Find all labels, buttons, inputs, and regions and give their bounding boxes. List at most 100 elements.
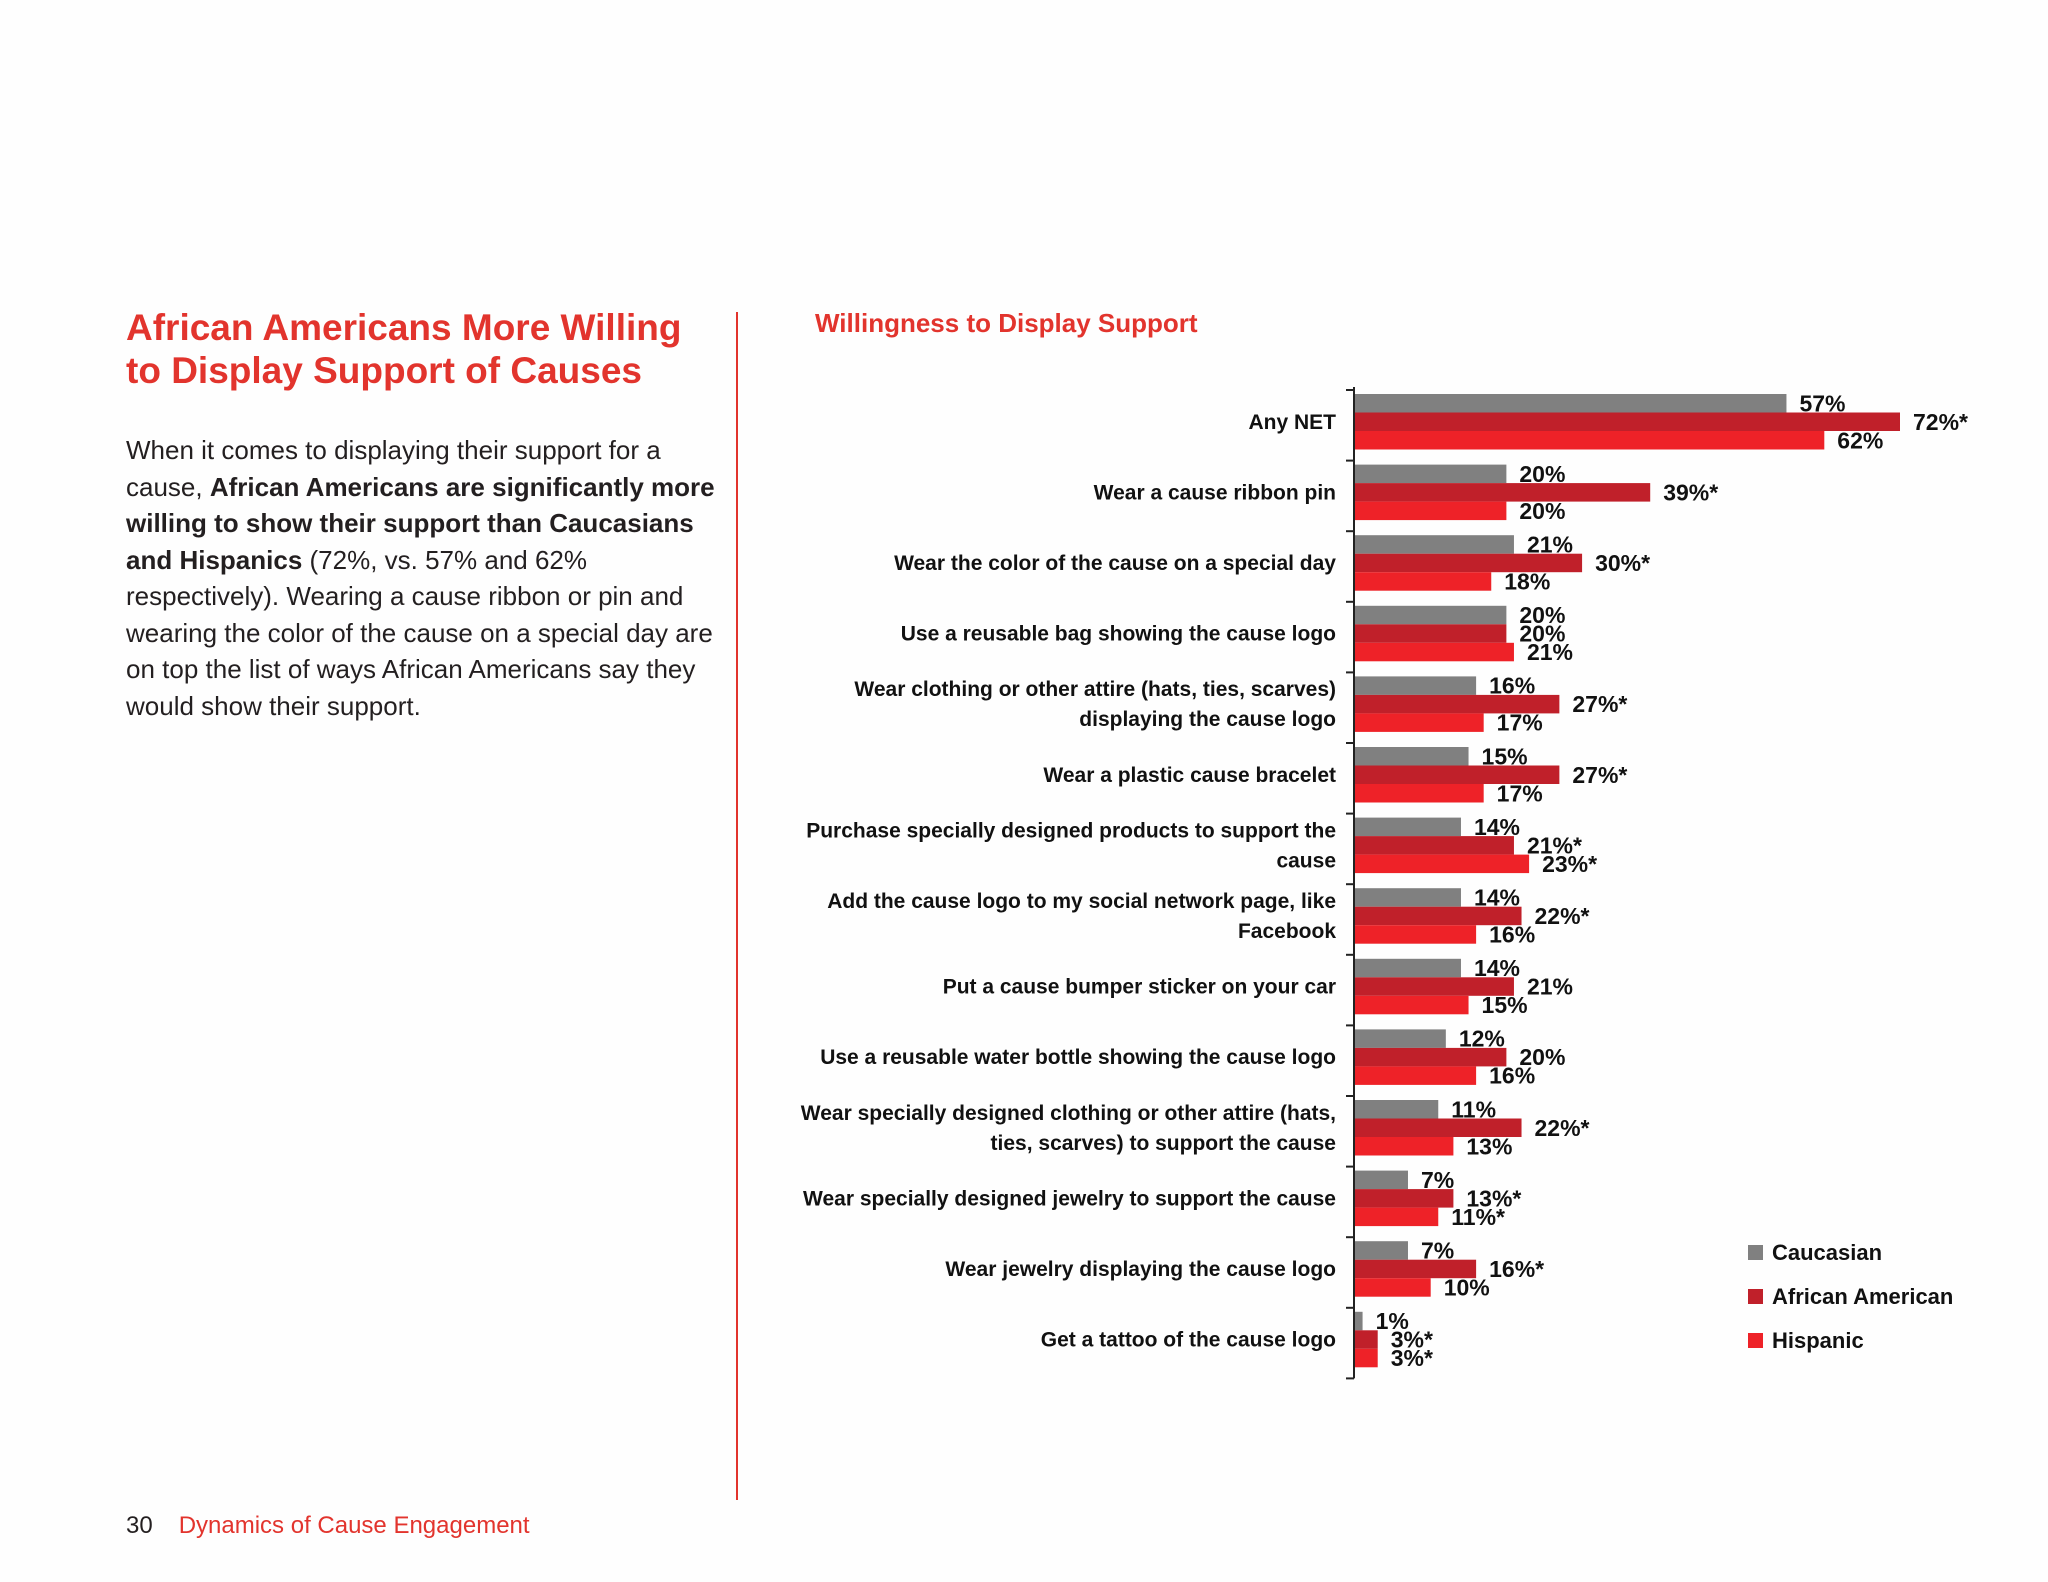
data-label: 12% [1459,1026,1505,1052]
category-label: Wear a plastic cause bracelet [1043,764,1336,787]
bar-african-american [1355,836,1514,855]
data-label: 7% [1421,1167,1454,1193]
data-label: 21% [1527,974,1573,1000]
data-label: 15% [1482,992,1528,1018]
bar-caucasian [1355,605,1507,625]
data-label: 27%* [1572,762,1627,788]
bar-hispanic [1355,1278,1431,1297]
bar-african-american [1355,1259,1477,1279]
data-label: 21%* [1527,832,1582,858]
article-column: African Americans More Willing to Displa… [126,306,716,724]
bar-african-american [1355,1330,1378,1349]
data-label: 22%* [1535,1115,1590,1141]
bar-african-american [1355,1189,1454,1208]
data-label: 18% [1504,568,1550,594]
bar-african-american [1355,624,1507,643]
headline-line-1: African Americans More Willing [126,307,682,348]
data-label: 7% [1421,1237,1454,1263]
bar-african-american [1355,483,1651,502]
bar-hispanic [1355,995,1469,1015]
bar-hispanic [1355,572,1492,591]
data-label: 13%* [1466,1185,1521,1211]
category-label: Wear a cause ribbon pin [1094,481,1336,504]
data-label: 16% [1489,673,1535,699]
chart-title: Willingness to Display Support [815,308,1198,338]
bar-caucasian [1355,958,1461,978]
bar-hispanic [1355,1066,1477,1085]
legend-label: Caucasian [1772,1240,1882,1265]
data-label: 20% [1519,602,1565,628]
bar-hispanic [1355,1137,1454,1156]
bar-caucasian [1355,676,1477,695]
data-label: 14% [1474,814,1520,840]
data-label: 23%* [1542,851,1597,877]
legend-swatch [1748,1245,1763,1260]
body-paragraph: When it comes to displaying their suppor… [126,432,716,724]
category-label: Any NET [1248,411,1336,434]
bar-hispanic [1355,431,1825,450]
bar-hispanic [1355,642,1514,662]
legend-swatch [1748,1289,1763,1304]
category-label: Wear clothing or other attire (hats, tie… [854,678,1336,731]
category-label: Purchase specially designed products to … [806,819,1336,872]
data-label: 16%* [1489,1256,1544,1282]
bar-caucasian [1355,464,1507,484]
bar-african-american [1355,412,1900,431]
category-label: Wear specially designed clothing or othe… [801,1102,1336,1155]
data-label: 3%* [1391,1345,1433,1371]
data-label: 20% [1519,1044,1565,1070]
data-label: 72%* [1913,409,1968,435]
bar-african-american [1355,906,1522,926]
bar-caucasian [1355,888,1461,907]
bar-hispanic [1355,501,1507,521]
bar-caucasian [1355,1241,1408,1260]
body-intro: When it comes to displaying their suppor… [126,435,661,502]
data-label: 10% [1444,1274,1490,1300]
category-label: Wear specially designed jewelry to suppo… [803,1187,1336,1210]
bar-caucasian [1355,817,1461,837]
bar-hispanic [1355,854,1530,874]
data-label: 11% [1451,1096,1496,1122]
data-label: 3%* [1391,1327,1433,1353]
bar-african-american [1355,765,1560,784]
headline: African Americans More Willing to Displa… [126,306,716,392]
category-label: Get a tattoo of the cause logo [1041,1329,1336,1352]
bar-hispanic [1355,713,1484,732]
data-label: 16% [1489,1063,1535,1089]
category-label: Use a reusable bag showing the cause log… [901,623,1336,646]
data-label: 57% [1799,390,1845,416]
bar-african-american [1355,694,1560,714]
data-label: 39%* [1663,479,1718,505]
category-label: Use a reusable water bottle showing the … [820,1046,1336,1069]
data-label: 22%* [1535,903,1590,929]
bar-hispanic [1355,784,1484,803]
data-label: 13% [1466,1133,1512,1159]
data-label: 20% [1519,621,1565,647]
legend-label: African American [1772,1284,1953,1309]
body-rest: (72%, vs. 57% and 62% respectively). Wea… [126,544,713,721]
data-label: 20% [1519,461,1565,487]
body-bold: African Americans are significantly more… [126,471,715,575]
data-label: 14% [1474,884,1520,910]
bar-caucasian [1355,1170,1408,1190]
headline-line-2: to Display Support of Causes [126,350,643,391]
bar-caucasian [1355,747,1469,766]
bar-african-american [1355,1118,1522,1137]
bar-caucasian [1355,535,1514,554]
bar-caucasian [1355,1311,1363,1331]
data-label: 11%* [1451,1204,1505,1230]
data-label: 17% [1497,780,1543,806]
data-label: 17% [1497,710,1543,736]
bar-hispanic [1355,1207,1439,1227]
column-divider [736,312,738,1500]
page-number: 30 [126,1512,153,1539]
category-label: Wear jewelry displaying the cause logo [945,1258,1336,1281]
bar-african-american [1355,553,1583,573]
category-label: Add the cause logo to my social network … [827,890,1336,943]
bar-caucasian [1355,1029,1446,1048]
category-label: Wear the color of the cause on a special… [894,552,1336,575]
data-label: 20% [1519,498,1565,524]
data-label: 21% [1527,639,1573,665]
bar-caucasian [1355,1100,1439,1119]
data-label: 15% [1482,743,1528,769]
